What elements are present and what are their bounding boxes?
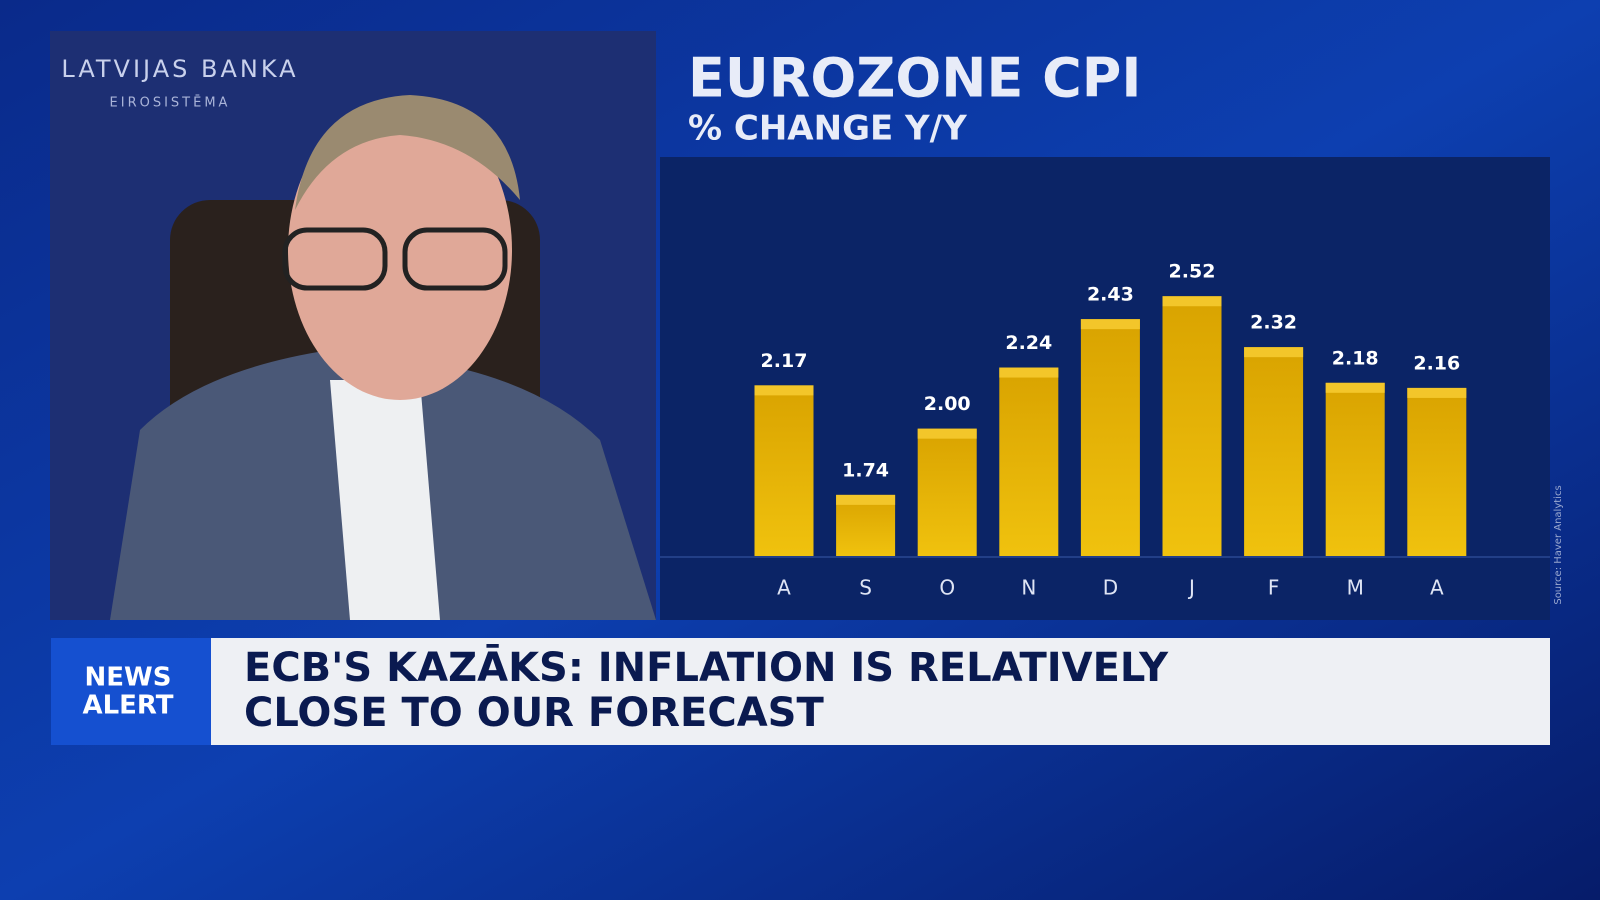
headline-bar xyxy=(211,638,1550,745)
bar-cap xyxy=(1244,347,1304,358)
bar-cap xyxy=(836,494,896,505)
value-label: 2.24 xyxy=(1005,332,1052,354)
value-label: 2.18 xyxy=(1332,347,1379,369)
head xyxy=(288,100,512,400)
headline: ECB'S KAZĀKS: INFLATION IS RELATIVELY xyxy=(244,643,1169,691)
source-note: Source: Haver Analytics xyxy=(1553,485,1564,604)
x-tick-label: S xyxy=(859,576,872,600)
x-tick-label: A xyxy=(1430,576,1444,600)
bar-cap xyxy=(917,428,977,439)
news-alert-label: NEWS xyxy=(85,663,172,693)
bar xyxy=(836,494,896,556)
x-tick-label: J xyxy=(1187,576,1195,600)
x-tick-label: D xyxy=(1103,576,1118,600)
headline: CLOSE TO OUR FORECAST xyxy=(244,690,824,736)
bar xyxy=(999,367,1059,556)
bar-cap xyxy=(1325,382,1385,393)
news-alert-label: ALERT xyxy=(82,691,173,721)
bar xyxy=(754,385,814,556)
x-tick-label: M xyxy=(1347,576,1364,600)
bar xyxy=(1162,296,1222,556)
value-label: 2.52 xyxy=(1169,261,1216,283)
video-feed: LATVIJAS BANKA EIROSISTĒMA xyxy=(50,31,656,620)
news-alert-box xyxy=(51,638,211,745)
bar-cap xyxy=(1080,319,1140,330)
glasses xyxy=(402,227,508,291)
x-tick-label: N xyxy=(1021,576,1036,600)
bar-cap xyxy=(754,385,814,396)
value-label: 1.74 xyxy=(842,459,889,481)
hair xyxy=(295,95,520,210)
value-label: 2.00 xyxy=(924,393,971,415)
chart-subtitle: % CHANGE Y/Y xyxy=(688,109,967,149)
glasses xyxy=(282,227,388,291)
chart-title: EUROZONE CPI xyxy=(688,47,1141,110)
x-tick-label: A xyxy=(777,576,791,600)
value-label: 2.32 xyxy=(1250,312,1297,334)
x-tick-label: F xyxy=(1268,576,1280,600)
bar xyxy=(1325,382,1385,556)
bar-cap xyxy=(1407,387,1467,398)
bar xyxy=(1080,319,1140,556)
shirt xyxy=(330,380,440,620)
x-tick-label: O xyxy=(939,576,955,600)
value-label: 2.17 xyxy=(761,350,808,372)
backdrop-text: LATVIJAS BANKA xyxy=(61,55,298,83)
value-label: 2.43 xyxy=(1087,284,1134,306)
bar xyxy=(1407,387,1467,556)
bar xyxy=(917,428,977,556)
backdrop-text: EIROSISTĒMA xyxy=(110,96,231,111)
bar-cap xyxy=(999,367,1059,378)
value-label: 2.16 xyxy=(1413,352,1460,374)
bar-cap xyxy=(1162,296,1222,307)
bar xyxy=(1244,347,1304,556)
